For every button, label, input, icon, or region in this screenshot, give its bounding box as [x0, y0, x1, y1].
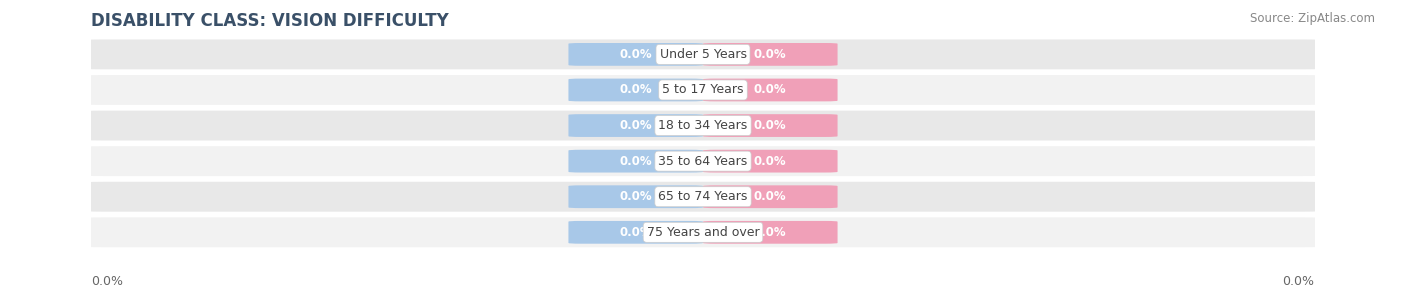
Text: 5 to 17 Years: 5 to 17 Years	[662, 84, 744, 96]
FancyBboxPatch shape	[79, 146, 1327, 176]
FancyBboxPatch shape	[79, 39, 1327, 69]
FancyBboxPatch shape	[568, 221, 703, 244]
Text: 0.0%: 0.0%	[754, 226, 786, 239]
FancyBboxPatch shape	[703, 185, 838, 208]
Text: 0.0%: 0.0%	[620, 119, 652, 132]
Text: 75 Years and over: 75 Years and over	[647, 226, 759, 239]
FancyBboxPatch shape	[568, 114, 703, 137]
FancyBboxPatch shape	[568, 185, 703, 208]
FancyBboxPatch shape	[79, 217, 1327, 247]
Text: 65 to 74 Years: 65 to 74 Years	[658, 190, 748, 203]
FancyBboxPatch shape	[703, 79, 838, 101]
FancyBboxPatch shape	[703, 43, 838, 66]
FancyBboxPatch shape	[703, 221, 838, 244]
Text: 0.0%: 0.0%	[91, 275, 124, 288]
FancyBboxPatch shape	[79, 75, 1327, 105]
FancyBboxPatch shape	[568, 150, 703, 173]
Text: Under 5 Years: Under 5 Years	[659, 48, 747, 61]
Text: 0.0%: 0.0%	[620, 84, 652, 96]
Text: 0.0%: 0.0%	[754, 119, 786, 132]
Text: 0.0%: 0.0%	[754, 155, 786, 168]
FancyBboxPatch shape	[79, 182, 1327, 212]
Text: 0.0%: 0.0%	[620, 155, 652, 168]
FancyBboxPatch shape	[703, 150, 838, 173]
FancyBboxPatch shape	[703, 114, 838, 137]
FancyBboxPatch shape	[568, 79, 703, 101]
Text: Source: ZipAtlas.com: Source: ZipAtlas.com	[1250, 12, 1375, 25]
Text: DISABILITY CLASS: VISION DIFFICULTY: DISABILITY CLASS: VISION DIFFICULTY	[91, 12, 449, 30]
Text: 0.0%: 0.0%	[754, 48, 786, 61]
Text: 0.0%: 0.0%	[620, 190, 652, 203]
FancyBboxPatch shape	[568, 43, 703, 66]
Text: 18 to 34 Years: 18 to 34 Years	[658, 119, 748, 132]
Text: 0.0%: 0.0%	[1282, 275, 1315, 288]
Text: 0.0%: 0.0%	[754, 190, 786, 203]
Text: 0.0%: 0.0%	[620, 48, 652, 61]
FancyBboxPatch shape	[79, 111, 1327, 141]
Text: 0.0%: 0.0%	[620, 226, 652, 239]
Text: 0.0%: 0.0%	[754, 84, 786, 96]
Text: 35 to 64 Years: 35 to 64 Years	[658, 155, 748, 168]
